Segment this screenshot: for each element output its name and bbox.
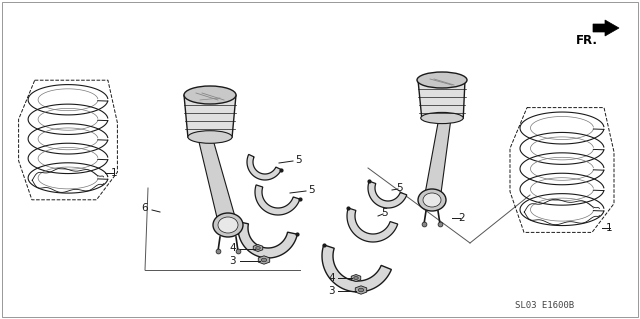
Text: 3: 3: [229, 256, 236, 266]
Ellipse shape: [418, 189, 446, 211]
Ellipse shape: [184, 86, 236, 104]
Polygon shape: [253, 244, 263, 251]
Ellipse shape: [188, 131, 232, 143]
Text: 5: 5: [308, 185, 315, 195]
Ellipse shape: [218, 217, 238, 233]
Polygon shape: [424, 117, 451, 201]
Text: 5: 5: [396, 183, 403, 193]
Polygon shape: [255, 185, 300, 215]
Polygon shape: [259, 256, 269, 264]
Polygon shape: [347, 208, 397, 242]
Text: 5: 5: [381, 208, 388, 218]
Text: 6: 6: [141, 203, 148, 213]
Polygon shape: [418, 80, 465, 118]
Text: 1: 1: [606, 223, 612, 233]
Text: 3: 3: [328, 286, 335, 296]
Text: 2: 2: [458, 213, 465, 223]
Polygon shape: [593, 20, 619, 36]
Text: 1: 1: [110, 168, 117, 178]
Ellipse shape: [213, 213, 243, 237]
Text: 5: 5: [295, 155, 301, 165]
Ellipse shape: [420, 112, 463, 123]
Ellipse shape: [358, 288, 364, 292]
Polygon shape: [322, 245, 392, 292]
Text: SL03 E1600B: SL03 E1600B: [515, 300, 574, 309]
Polygon shape: [184, 95, 236, 137]
Polygon shape: [355, 286, 367, 294]
Ellipse shape: [256, 247, 260, 249]
Ellipse shape: [261, 258, 267, 262]
Polygon shape: [368, 181, 407, 208]
Polygon shape: [238, 222, 298, 258]
Text: FR.: FR.: [576, 33, 598, 47]
Polygon shape: [247, 154, 282, 180]
Ellipse shape: [417, 72, 467, 88]
Ellipse shape: [423, 193, 441, 207]
Polygon shape: [198, 135, 237, 227]
Text: 4: 4: [229, 243, 236, 253]
Ellipse shape: [354, 277, 358, 279]
Polygon shape: [351, 275, 361, 281]
Text: 4: 4: [328, 273, 335, 283]
